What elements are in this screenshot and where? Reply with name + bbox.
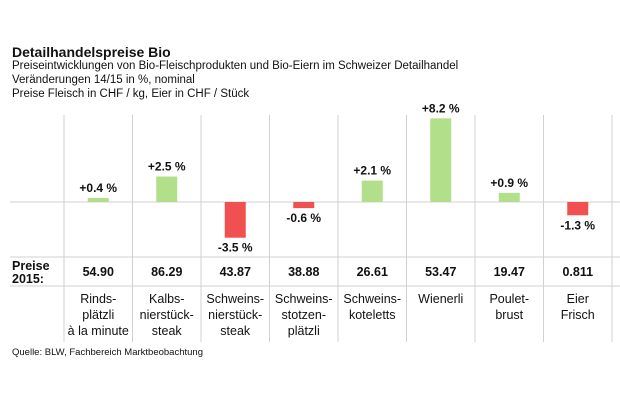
category-label: nierstück- [208,308,262,322]
source-note: Quelle: BLW, Fachbereich Marktbeobachtun… [12,347,203,358]
category-label: Schweins- [275,292,333,306]
data-label: +0.4 % [79,181,117,195]
category-label: steak [220,324,251,338]
prices-row-label: Preise [12,259,50,273]
category-label: stotzen- [282,308,326,322]
price-value: 43.87 [220,265,251,279]
bar [567,202,589,216]
category-label: Poulet- [489,292,529,306]
bar [293,202,315,209]
bar [87,197,109,202]
price-value: 38.88 [288,265,319,279]
category-label: Kalbs- [149,292,184,306]
data-label: +2.5 % [148,160,186,174]
bar [156,176,178,202]
bar [430,118,452,202]
data-label: -3.5 % [218,241,253,255]
category-label: Schweins- [343,292,401,306]
price-value: 54.90 [83,265,114,279]
chart-subtitle-line-2: Veränderungen 14/15 in %, nominal [12,74,195,86]
category-label: plätzli [288,324,320,338]
price-value: 86.29 [151,265,182,279]
bar [224,202,246,238]
category-label: à la minute [68,324,129,338]
category-label: plätzli [82,308,114,322]
data-label: -0.6 % [286,211,321,225]
data-label: -1.3 % [560,218,595,232]
bar [361,180,383,202]
chart-subtitle-line-1: Preiseintwicklungen von Bio-Fleischprodu… [12,60,459,72]
data-label: +2.1 % [353,164,391,178]
bar [498,192,520,202]
data-label: +0.9 % [490,176,528,190]
category-label: steak [152,324,183,338]
category-label: Wienerli [418,292,463,306]
category-label: Frisch [561,308,595,322]
category-label: koteletts [349,308,396,322]
category-label: Rinds- [80,292,116,306]
category-label: Schweins- [206,292,264,306]
price-value: 0.811 [562,265,593,279]
data-label: +8.2 % [422,101,460,115]
price-value: 19.47 [494,265,525,279]
category-label: nierstück- [140,308,194,322]
price-value: 26.61 [357,265,388,279]
price-value: 53.47 [425,265,456,279]
category-label: Eier [567,292,589,306]
chart-title: Detailhandelspreise Bio [12,44,171,60]
prices-row-label: 2015: [12,272,44,286]
chart-subtitle-line-3: Preise Fleisch in CHF / kg, Eier in CHF … [12,88,250,100]
category-label: brust [495,308,523,322]
